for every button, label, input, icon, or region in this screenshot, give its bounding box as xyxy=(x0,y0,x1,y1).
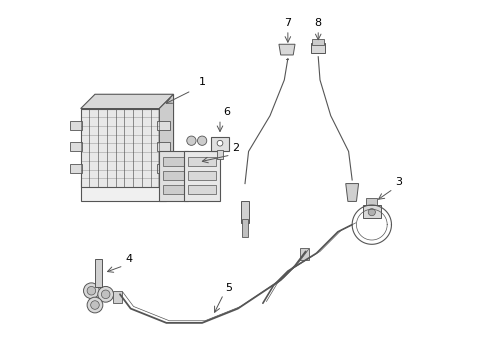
Circle shape xyxy=(83,283,99,298)
Bar xyxy=(159,152,188,202)
Bar xyxy=(367,198,377,205)
Circle shape xyxy=(87,287,96,295)
Bar xyxy=(70,143,82,152)
Bar xyxy=(163,185,184,194)
Bar xyxy=(163,171,184,180)
Bar xyxy=(95,258,102,287)
Circle shape xyxy=(91,301,99,309)
Circle shape xyxy=(98,287,114,302)
Text: 1: 1 xyxy=(198,77,206,87)
Bar xyxy=(81,109,159,187)
Bar xyxy=(70,164,82,173)
Polygon shape xyxy=(279,44,295,55)
Bar xyxy=(81,180,167,202)
Text: 6: 6 xyxy=(223,108,231,117)
Bar xyxy=(157,121,170,130)
Text: 3: 3 xyxy=(395,177,402,187)
Bar xyxy=(157,143,170,152)
Polygon shape xyxy=(346,184,359,202)
Bar xyxy=(113,291,122,303)
Text: 7: 7 xyxy=(284,18,292,28)
Circle shape xyxy=(217,140,223,146)
Bar xyxy=(312,39,324,45)
Bar xyxy=(184,152,220,202)
Bar xyxy=(188,157,217,166)
Circle shape xyxy=(187,136,196,145)
Bar xyxy=(188,185,217,194)
Text: 8: 8 xyxy=(315,18,322,28)
Bar xyxy=(300,248,309,260)
Bar xyxy=(163,157,184,166)
Polygon shape xyxy=(159,94,173,187)
Text: 2: 2 xyxy=(232,143,240,153)
Bar xyxy=(363,205,381,217)
Bar xyxy=(70,121,82,130)
Circle shape xyxy=(197,136,207,145)
Bar xyxy=(188,171,217,180)
Bar xyxy=(311,43,325,53)
Text: 4: 4 xyxy=(125,254,132,264)
Bar xyxy=(211,137,229,152)
Text: 5: 5 xyxy=(225,283,232,293)
Circle shape xyxy=(87,297,103,313)
Circle shape xyxy=(101,290,110,298)
Polygon shape xyxy=(81,94,173,109)
Bar xyxy=(241,202,249,223)
Bar xyxy=(157,164,170,173)
Bar xyxy=(242,219,248,237)
Bar xyxy=(217,150,223,158)
Circle shape xyxy=(368,208,375,216)
